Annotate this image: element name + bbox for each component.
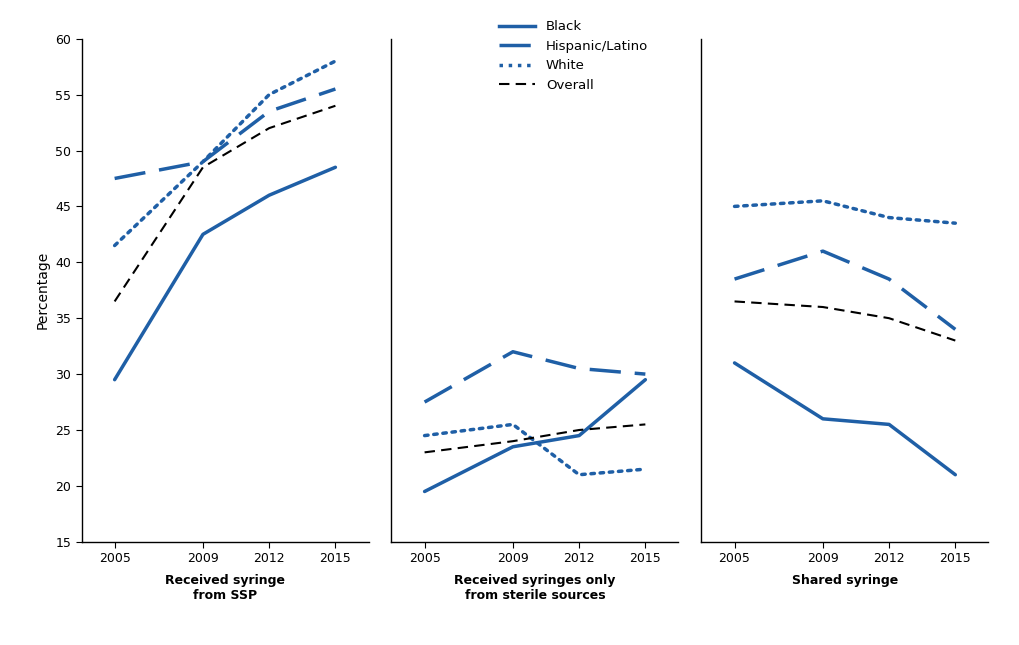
Legend: Black, Hispanic/Latino, White, Overall: Black, Hispanic/Latino, White, Overall [498, 20, 648, 92]
X-axis label: Received syringes only
from sterile sources: Received syringes only from sterile sour… [454, 573, 615, 602]
X-axis label: Received syringe
from SSP: Received syringe from SSP [165, 573, 285, 602]
X-axis label: Shared syringe: Shared syringe [792, 573, 898, 586]
Y-axis label: Percentage: Percentage [36, 251, 50, 330]
